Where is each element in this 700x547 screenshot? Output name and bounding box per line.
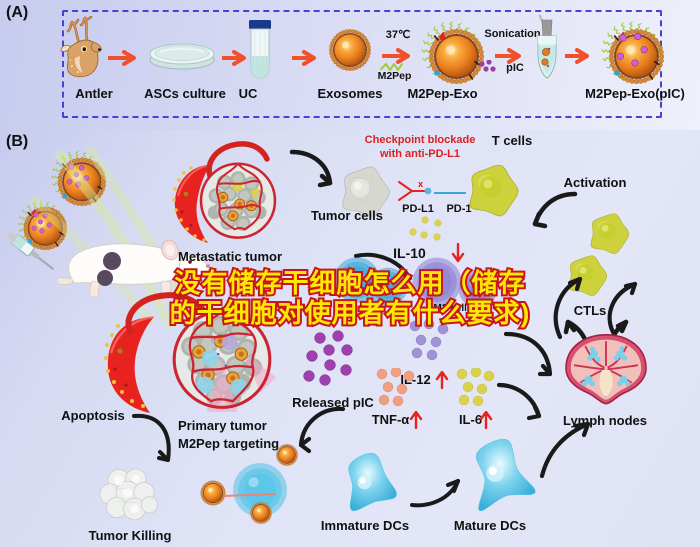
svg-text:x: x <box>418 179 423 189</box>
